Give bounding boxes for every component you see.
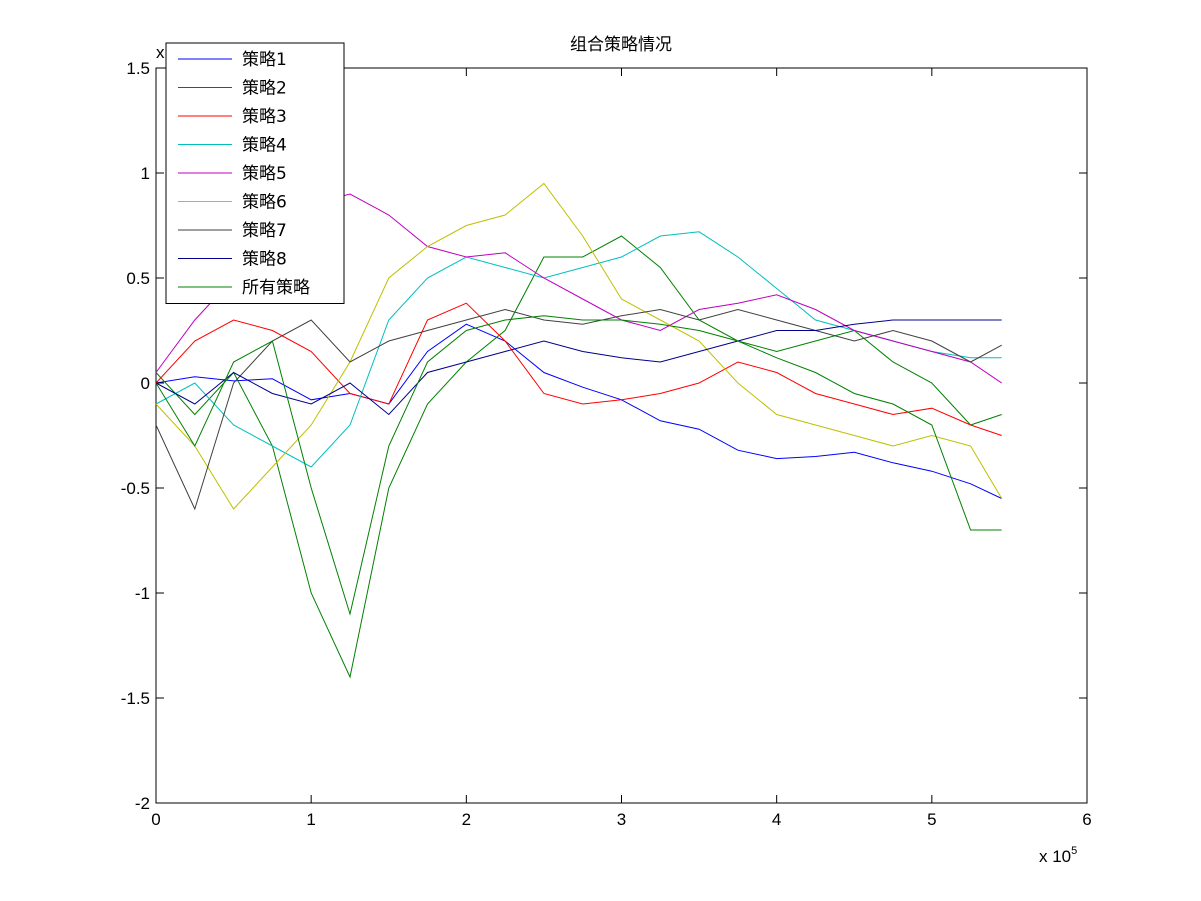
chart-title: 组合策略情况 (570, 35, 672, 55)
series-line-3 (155, 302, 1002, 436)
x-exponent-label: x 105 (1039, 845, 1077, 866)
axes-ticks: 0 1 2 3 4 5 6 1.5 1 0.5 0 -0.5 -1 -1.5 -2 (121, 59, 1092, 829)
x-tick-label: 5 (927, 810, 936, 829)
y-tick-label: 0.5 (126, 269, 150, 288)
y-tick-label: -1.5 (121, 689, 150, 708)
legend-label: 策略2 (242, 79, 287, 99)
series-line-9 (155, 315, 1002, 616)
legend-label: 所有策略 (242, 278, 310, 298)
legend-label: 策略3 (242, 107, 287, 127)
x-tick-label: 6 (1082, 810, 1091, 829)
x-tick-label: 0 (151, 810, 160, 829)
legend-label: 策略7 (242, 221, 287, 241)
legend-label: 策略6 (242, 193, 287, 213)
series-line-8 (155, 319, 1002, 416)
x-tick-label: 2 (462, 810, 471, 829)
legend-label: 策略8 (242, 250, 287, 270)
y-tick-label: 1 (141, 164, 150, 183)
legend: 策略1 策略2 策略3 策略4 策略5 策略6 策略7 策略8 所有策略 (165, 42, 345, 304)
x-tick-label: 1 (306, 810, 315, 829)
x-exponent-power: 5 (1071, 845, 1077, 857)
legend-label: 策略1 (242, 50, 287, 70)
legend-label: 策略4 (242, 136, 287, 156)
series-line-1 (155, 323, 1002, 499)
x-tick-label: 3 (617, 810, 626, 829)
y-tick-label: 1.5 (126, 59, 150, 78)
series-layer (155, 182, 1003, 679)
series-line-7 (155, 308, 1002, 511)
legend-label: 策略5 (242, 164, 287, 184)
y-tick-label: 0 (141, 374, 150, 393)
series-line-2 (155, 235, 1002, 679)
x-tick-label: 4 (772, 810, 781, 829)
y-tick-label: -2 (135, 794, 150, 813)
y-tick-label: -0.5 (121, 479, 150, 498)
y-tick-label: -1 (135, 584, 150, 603)
